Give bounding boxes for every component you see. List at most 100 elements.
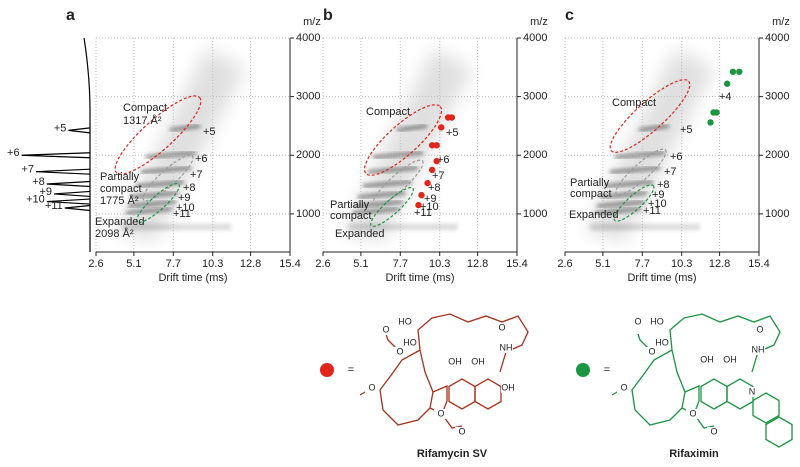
x-tick-label: 10.3: [429, 258, 450, 270]
charge-label: +6: [437, 154, 450, 166]
charge-label: +9: [424, 193, 437, 205]
x-axis-label: Drift time (ms): [627, 272, 696, 284]
heatmap-streak: [354, 200, 404, 208]
atom-bg: [398, 317, 412, 327]
atom-bg: [631, 317, 645, 327]
y-tick-label: 4000: [523, 32, 547, 44]
y-axis-label: m/z: [303, 16, 321, 28]
charge-label: +5: [680, 124, 693, 136]
heatmap-streak: [135, 180, 185, 188]
atom-label: O: [689, 408, 696, 418]
atom-bg: [707, 427, 721, 437]
chain: [631, 349, 683, 426]
panel-letter: a: [66, 7, 75, 24]
atom-label: OH: [723, 354, 737, 364]
x-axis-label: Drift time (ms): [158, 272, 227, 284]
annotation: Partially: [100, 171, 140, 183]
charge-label: +5: [203, 126, 216, 138]
atom-label: HO: [655, 337, 669, 347]
ring: [752, 392, 780, 424]
charge-label: +9: [178, 192, 191, 204]
x-tick-label: 10.3: [202, 258, 223, 270]
annotation: Expanded: [95, 216, 145, 228]
y-tick-label: 2000: [765, 149, 789, 161]
heatmap-streak: [130, 191, 179, 199]
atom-label: O: [396, 346, 403, 356]
annotation: Expanded: [569, 209, 619, 221]
x-tick-label: 5.1: [126, 258, 141, 270]
x-tick-label: 2.6: [315, 258, 330, 270]
atom-label: O: [648, 346, 655, 356]
atom-bg: [655, 338, 669, 348]
atom-bg: [455, 427, 469, 437]
atom-bg: [753, 325, 767, 335]
charge-label: +11: [643, 205, 661, 217]
y-tick-label: 1000: [296, 208, 320, 220]
spectrum-baseline: [83, 37, 91, 252]
spectrum-peak: [21, 152, 91, 159]
atom-bg: [501, 383, 515, 393]
atom-bg: [495, 323, 509, 333]
chain: [417, 313, 529, 393]
atom-bg: [471, 357, 485, 367]
spectrum-label: +9: [39, 186, 52, 198]
charge-label: +11: [173, 208, 191, 220]
spectrum-peak: [35, 168, 91, 175]
atom-bg: [645, 347, 659, 357]
equals-sign: =: [604, 364, 610, 376]
spectrum-label: +11: [45, 200, 63, 212]
charge-label: +4: [719, 91, 732, 103]
x-tick-label: 12.8: [709, 258, 730, 270]
y-tick-label: 3000: [523, 91, 547, 103]
annotation-ellipse: [142, 154, 194, 202]
atom-label: O: [620, 382, 627, 392]
x-axis-label: Drift time (ms): [385, 272, 454, 284]
y-tick-label: 3000: [296, 91, 320, 103]
x-tick-label: 7.7: [393, 258, 408, 270]
atom-label: O: [498, 322, 505, 332]
annotation-ellipse: [136, 182, 180, 224]
atom-bg: [393, 347, 407, 357]
y-tick-label: 4000: [296, 32, 320, 44]
annotation: 1775 Å²: [100, 194, 139, 207]
atom-bg: [499, 343, 513, 353]
data-point: [438, 124, 445, 131]
atom-label: O: [634, 316, 641, 326]
heatmap-streak: [140, 166, 192, 174]
atom-label: NH: [752, 344, 765, 354]
annotation-ellipse: [372, 159, 424, 207]
heatmap-streak: [609, 166, 661, 174]
atom-label: O: [368, 382, 375, 392]
data-point: [707, 119, 714, 126]
legend-marker: [320, 363, 334, 377]
spectrum-label: +5: [54, 122, 67, 134]
x-tick-label: 5.1: [353, 258, 368, 270]
charge-label: +7: [664, 166, 677, 178]
spectrum-label: +10: [26, 193, 45, 205]
spectrum-peak: [53, 190, 91, 198]
data-point: [424, 179, 431, 187]
annotation: compact: [330, 210, 372, 222]
equals-sign: =: [348, 364, 354, 376]
charge-label: +5: [446, 127, 459, 139]
annotation: Compact: [123, 102, 167, 114]
annotation: 2098 Å²: [95, 227, 134, 240]
annotation: Expanded: [335, 228, 385, 240]
atom-label: NH: [500, 342, 513, 352]
x-tick-label: 7.7: [635, 258, 650, 270]
spectrum-peak: [64, 204, 91, 212]
atom-bg: [617, 383, 631, 393]
charge-label: +10: [648, 198, 667, 210]
charge-label: +8: [428, 182, 441, 194]
heatmap-streak: [396, 124, 428, 132]
x-tick-label: 15.4: [279, 258, 300, 270]
atom-label: OH: [501, 382, 515, 392]
atom-label: O: [756, 324, 763, 334]
atom-label: O: [437, 408, 444, 418]
y-axis-label: m/z: [772, 16, 790, 28]
heatmap-streak: [604, 180, 654, 188]
atom-label: HO: [398, 316, 412, 326]
legend-marker: [576, 363, 590, 377]
atom-bg: [365, 383, 379, 393]
annotation-ellipse: [114, 95, 202, 175]
